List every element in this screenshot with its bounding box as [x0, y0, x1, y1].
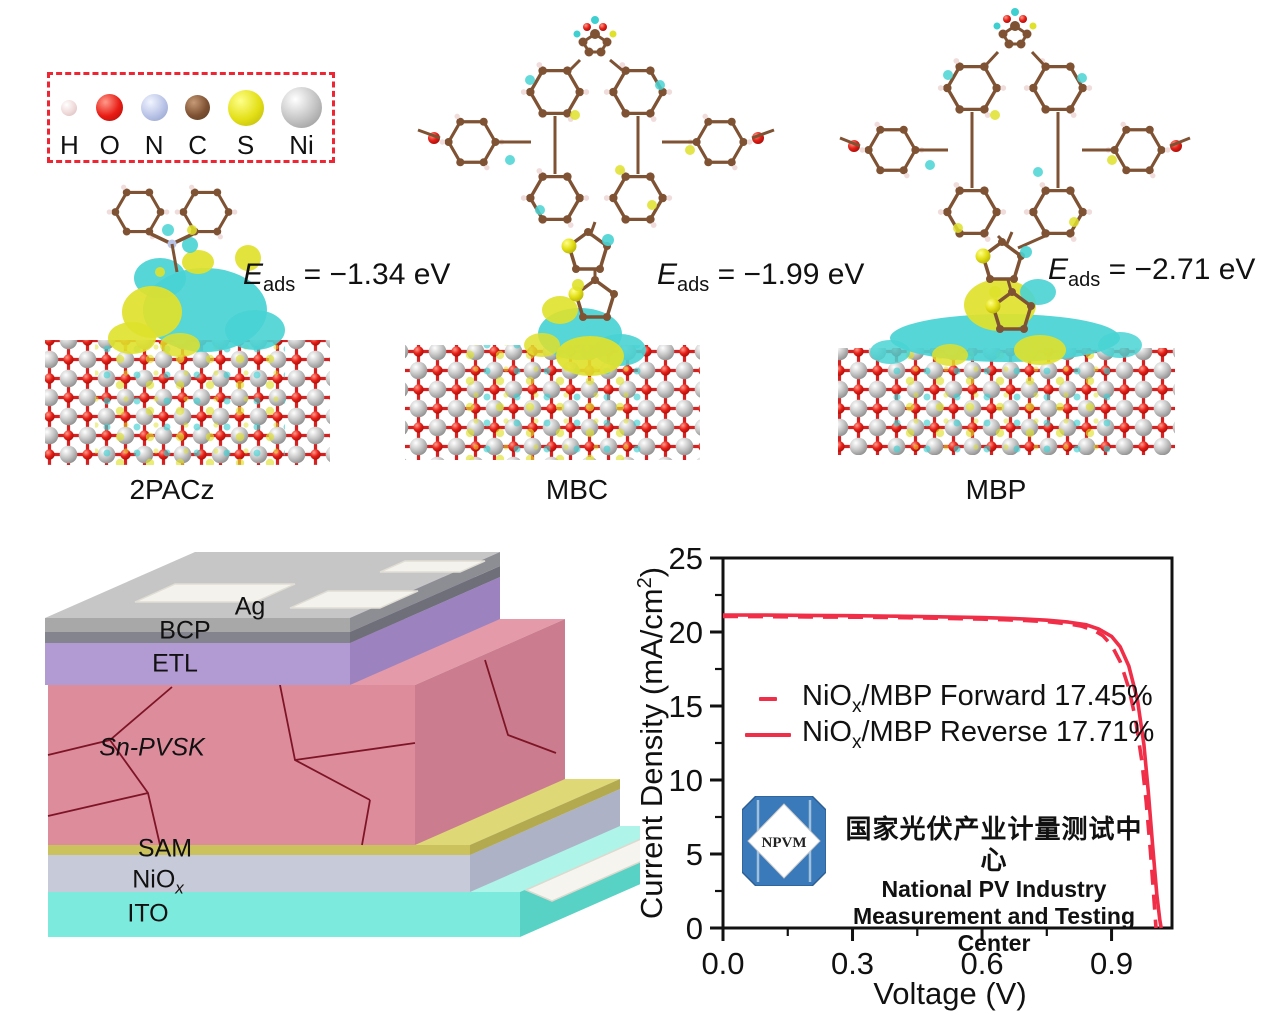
- atom-ball-c: [185, 95, 211, 120]
- device-3d-schematic: [45, 552, 640, 937]
- solid-line-marker: [744, 733, 792, 737]
- atom-legend-item: O: [96, 83, 124, 160]
- x-axis-title: Voltage (V): [873, 976, 1027, 1011]
- atom-label: N: [144, 130, 164, 160]
- atom-legend-item: S: [227, 83, 264, 160]
- panel-title-mbc: MBC: [545, 474, 609, 505]
- molecule-mbc: [417, 14, 775, 323]
- atom-legend-item: H: [60, 83, 79, 158]
- y-tick-label: 20: [669, 615, 703, 650]
- atom-label: O: [99, 130, 120, 160]
- nio-slab: [45, 340, 330, 465]
- atom-ball-ni: [280, 87, 322, 128]
- molecule-2pacz: [105, 183, 239, 286]
- legend-label: NiOx/MBP Reverse 17.71%: [802, 716, 1155, 753]
- y-axis-title: Current Density (mA/cm2): [633, 566, 670, 920]
- jv-curve-solid: [722, 613, 1163, 929]
- npvm-logo-text: NPVM: [762, 835, 807, 851]
- x-tick-label: 0.6: [960, 946, 1003, 981]
- eads-value-mbc: Eads = −1.99 eV: [657, 258, 865, 296]
- device-label-niox: NiOx: [132, 865, 184, 898]
- atom-ball-h: [61, 99, 78, 116]
- jv-plot: 0.0 0.3 0.6 0.9 0 5 10 15 20 25: [669, 541, 1174, 981]
- eads-value-mbp: Eads = −2.71 eV: [1048, 253, 1256, 291]
- certification-line-en1: National PV Industry: [881, 876, 1107, 902]
- atom-color-legend: H O N C S Ni: [47, 72, 335, 163]
- layer-bcp: [45, 566, 500, 643]
- legend-label: NiOx/MBP Forward 17.45%: [802, 680, 1153, 717]
- x-tick-label: 0.0: [701, 946, 744, 981]
- device-label-ito: ITO: [127, 899, 169, 928]
- device-label-etl: ETL: [152, 649, 198, 678]
- atom-label: C: [188, 130, 207, 160]
- npvm-logo: NPVM: [742, 796, 826, 886]
- legend-row-reverse: NiOx/MBP Reverse 17.71%: [744, 716, 1155, 753]
- x-tick-label: 0.9: [1090, 946, 1133, 981]
- molecule-mbp: [839, 6, 1191, 335]
- y-tick-label: 10: [669, 763, 703, 798]
- atom-legend-item: C: [185, 83, 211, 160]
- device-label-snpvsk: Sn-PVSK: [99, 733, 205, 762]
- panel-mbp-illustration: [838, 6, 1191, 455]
- y-tick-label: 25: [669, 541, 703, 576]
- panel-title-mbp: MBP: [965, 474, 1027, 505]
- x-tick-label: 0.3: [831, 946, 874, 981]
- atom-ball-s: [227, 89, 264, 126]
- chart-legend: NiOx/MBP Forward 17.45% NiOx/MBP Reverse…: [744, 680, 1155, 753]
- atom-legend-item: N: [140, 83, 168, 160]
- layer-ag: [45, 552, 500, 632]
- atom-label: H: [60, 130, 79, 160]
- charge-density-isosurface: [108, 224, 285, 357]
- atom-label: Ni: [289, 130, 314, 160]
- atom-label: S: [236, 130, 255, 160]
- dashed-line-marker: [744, 697, 792, 701]
- atom-ball-o: [96, 94, 124, 121]
- device-label-ag: Ag: [234, 592, 266, 621]
- charge-density-isosurface: [524, 296, 646, 376]
- panel-title-2pacz: 2PACz: [129, 474, 215, 505]
- y-tick-label: 5: [686, 837, 703, 872]
- device-label-sam: SAM: [137, 834, 193, 863]
- y-tick-label: 0: [686, 911, 703, 946]
- eads-value-2pacz: Eads = −1.34 eV: [243, 258, 451, 296]
- panel-2pacz-illustration: [45, 183, 330, 465]
- certification-line-en2: Measurement and Testing Center: [852, 903, 1136, 956]
- device-label-bcp: BCP: [159, 616, 211, 645]
- certification-text: 国家光伏产业计量测试中心 National PV Industry Measur…: [838, 814, 1150, 957]
- y-tick-label: 15: [669, 689, 703, 724]
- panel-mbc-illustration: [405, 14, 775, 460]
- certification-line-cn: 国家光伏产业计量测试中心: [845, 814, 1143, 875]
- atom-legend-item: Ni: [280, 83, 322, 160]
- nio-slab: [838, 348, 1175, 455]
- legend-row-forward: NiOx/MBP Forward 17.45%: [744, 680, 1154, 717]
- atom-ball-n: [140, 94, 168, 121]
- charge-density-isosurface: [870, 279, 1142, 366]
- nio-slab: [405, 345, 700, 460]
